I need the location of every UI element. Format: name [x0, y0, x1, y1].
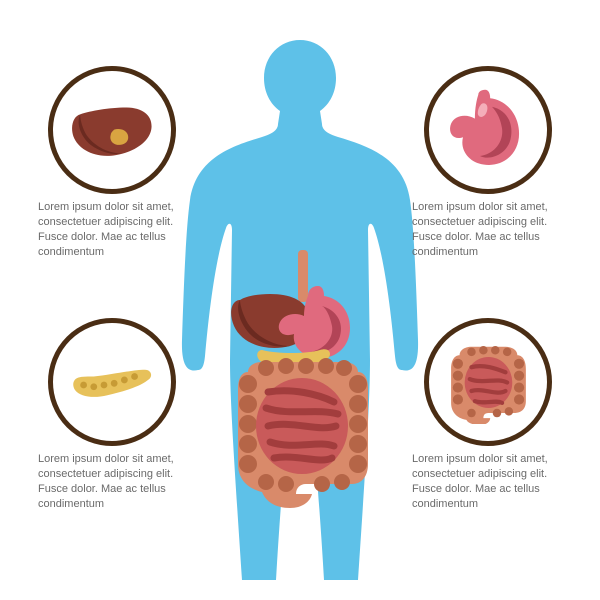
intestine-circle: [424, 318, 552, 446]
liver-icon: [70, 88, 155, 173]
liver-caption: Lorem ipsum dolor sit amet, consectetuer…: [38, 200, 188, 259]
pancreas-caption: Lorem ipsum dolor sit amet, consectetuer…: [38, 452, 188, 511]
pancreas-circle: [48, 318, 176, 446]
pancreas-icon: [70, 340, 155, 425]
liver-circle: [48, 66, 176, 194]
digestive-system-infographic: { "layout": { "width": 600, "height": 60…: [0, 0, 600, 600]
human-silhouette: [172, 40, 428, 580]
stomach-circle: [424, 66, 552, 194]
stomach-icon: [446, 88, 531, 173]
intestine-icon: [446, 340, 531, 425]
digestive-organs-central: [222, 250, 382, 510]
intestine-caption: Lorem ipsum dolor sit amet, consectetuer…: [412, 452, 562, 511]
stomach-caption: Lorem ipsum dolor sit amet, consectetuer…: [412, 200, 562, 259]
